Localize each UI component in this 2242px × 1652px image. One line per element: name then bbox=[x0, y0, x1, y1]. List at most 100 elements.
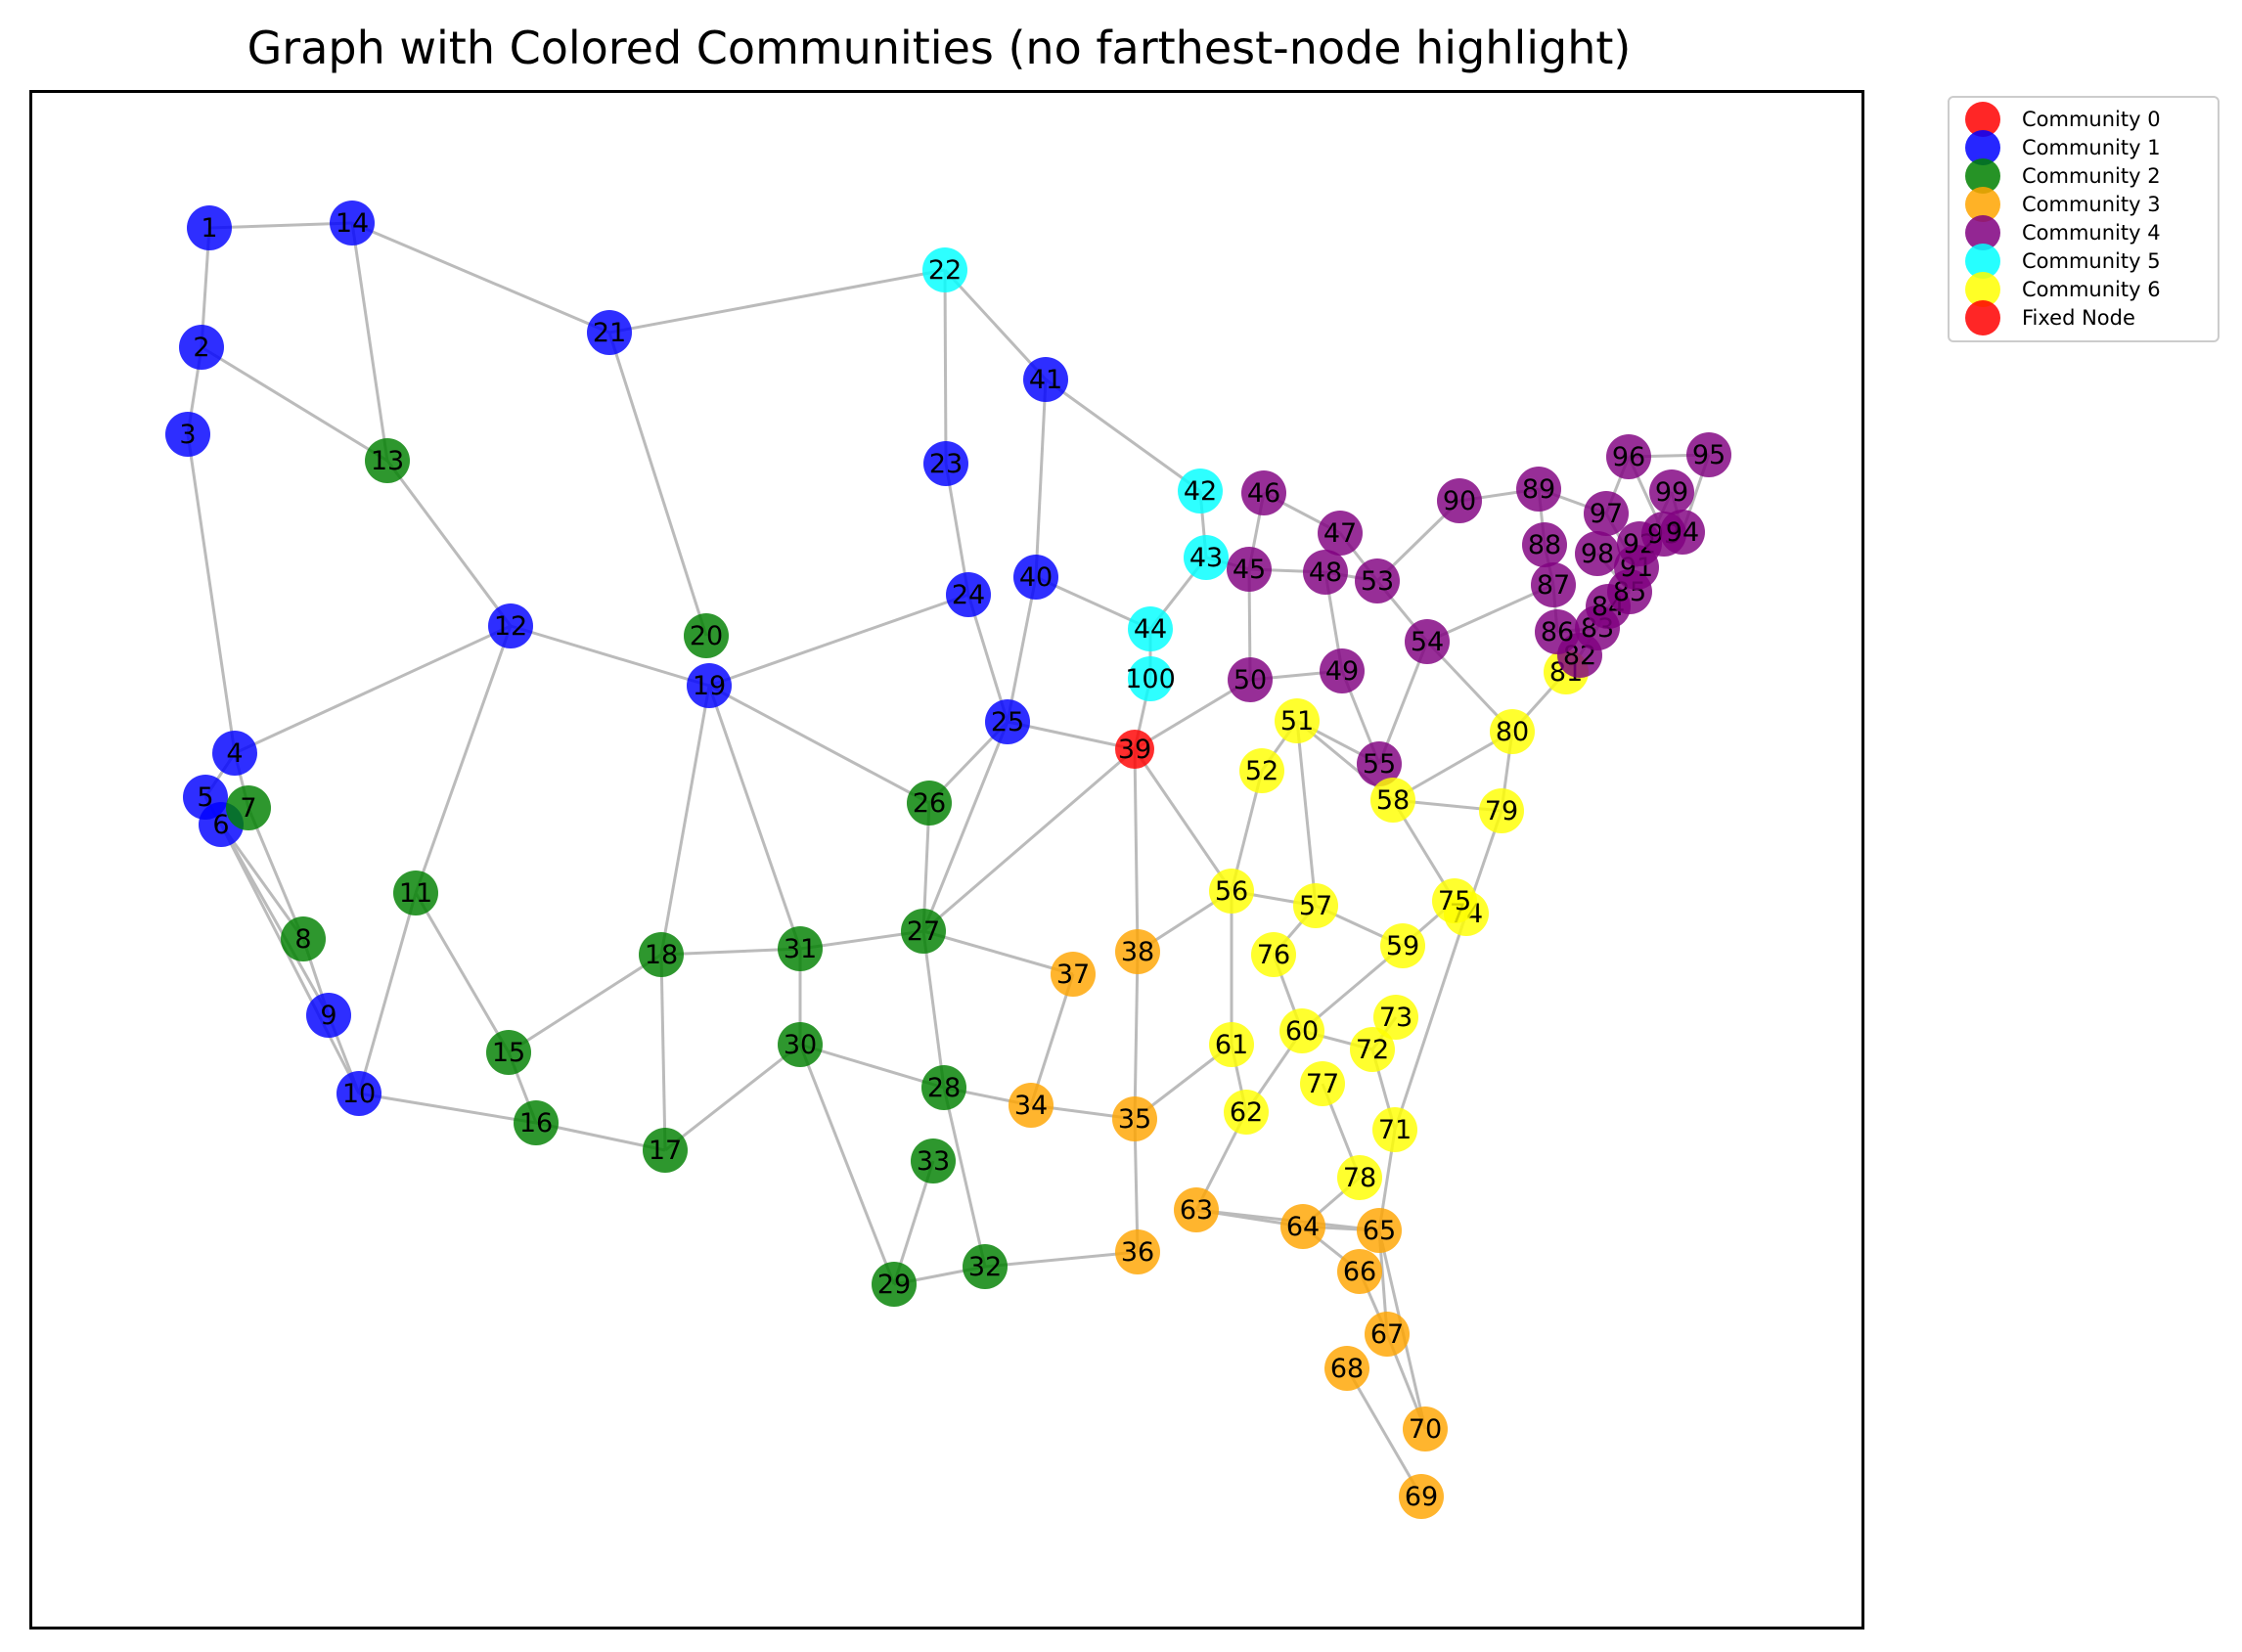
node-20-circle bbox=[684, 613, 729, 658]
node-32-circle bbox=[963, 1244, 1008, 1289]
node-44-label: 44 bbox=[1134, 614, 1167, 645]
edge-21-22 bbox=[608, 268, 946, 335]
node-29-circle bbox=[872, 1262, 917, 1307]
edge-19-31 bbox=[707, 685, 802, 950]
node-8-label: 8 bbox=[294, 924, 311, 955]
node-18: 18 bbox=[639, 932, 684, 977]
node-36: 36 bbox=[1115, 1229, 1160, 1274]
node-13: 13 bbox=[365, 438, 410, 483]
legend-item: Community 1 bbox=[1965, 130, 2161, 165]
node-47-circle bbox=[1318, 511, 1363, 556]
node-73: 73 bbox=[1373, 995, 1418, 1040]
node-54: 54 bbox=[1405, 619, 1450, 664]
node-59-label: 59 bbox=[1386, 931, 1419, 961]
node-55-circle bbox=[1357, 741, 1402, 786]
node-53: 53 bbox=[1355, 558, 1400, 603]
node-1: 1 bbox=[187, 205, 232, 250]
node-65: 65 bbox=[1357, 1208, 1402, 1253]
node-17-label: 17 bbox=[649, 1136, 682, 1166]
node-29: 29 bbox=[872, 1262, 917, 1307]
node-18-label: 18 bbox=[645, 940, 678, 970]
edge-38-39 bbox=[1133, 748, 1140, 953]
node-73-circle bbox=[1373, 995, 1418, 1040]
edge-22-41 bbox=[943, 268, 1048, 381]
node-64: 64 bbox=[1280, 1204, 1325, 1249]
node-8: 8 bbox=[281, 916, 326, 961]
node-61: 61 bbox=[1209, 1022, 1254, 1067]
legend-item: Community 6 bbox=[1965, 272, 2161, 307]
node-44: 44 bbox=[1128, 606, 1173, 651]
node-9-circle bbox=[306, 993, 351, 1038]
node-36-circle bbox=[1115, 1229, 1160, 1274]
node-72-circle bbox=[1350, 1027, 1395, 1072]
node-57: 57 bbox=[1293, 883, 1338, 928]
node-67-circle bbox=[1365, 1312, 1410, 1357]
node-10-label: 10 bbox=[342, 1079, 376, 1109]
node-57-label: 57 bbox=[1299, 891, 1332, 921]
node-47-label: 47 bbox=[1323, 518, 1357, 549]
node-96: 96 bbox=[1606, 434, 1651, 479]
node-44-circle bbox=[1128, 606, 1173, 651]
node-11-label: 11 bbox=[399, 878, 432, 909]
node-78: 78 bbox=[1337, 1155, 1382, 1200]
node-64-label: 64 bbox=[1286, 1212, 1320, 1242]
node-52-label: 52 bbox=[1245, 756, 1278, 786]
node-62-circle bbox=[1224, 1090, 1269, 1135]
node-59-circle bbox=[1380, 923, 1425, 968]
node-68-label: 68 bbox=[1330, 1354, 1364, 1384]
node-63: 63 bbox=[1174, 1187, 1219, 1232]
node-99-circle bbox=[1649, 469, 1694, 514]
edge-40-25 bbox=[1006, 576, 1038, 723]
node-67: 67 bbox=[1365, 1312, 1410, 1357]
node-75-label: 75 bbox=[1438, 886, 1471, 916]
node-70-circle bbox=[1403, 1406, 1448, 1451]
node-33-circle bbox=[911, 1139, 956, 1183]
node-88-label: 88 bbox=[1528, 530, 1561, 560]
node-4: 4 bbox=[212, 731, 257, 776]
node-16-label: 16 bbox=[519, 1108, 553, 1139]
node-71: 71 bbox=[1372, 1107, 1417, 1152]
node-67-label: 67 bbox=[1370, 1319, 1404, 1350]
node-42: 42 bbox=[1178, 469, 1223, 513]
node-97: 97 bbox=[1584, 491, 1629, 536]
edge-2-13 bbox=[201, 345, 388, 463]
node-23-circle bbox=[923, 441, 968, 486]
node-34-circle bbox=[1009, 1083, 1054, 1128]
legend-label: Community 3 bbox=[2022, 193, 2161, 216]
node-33: 33 bbox=[911, 1139, 956, 1183]
node-70-label: 70 bbox=[1409, 1414, 1442, 1445]
edge-18-17 bbox=[659, 954, 667, 1151]
node-4-circle bbox=[212, 731, 257, 776]
edge-18-19 bbox=[659, 685, 711, 956]
edge-39-56 bbox=[1133, 748, 1233, 892]
edge-12-11 bbox=[414, 625, 513, 894]
node-61-circle bbox=[1209, 1022, 1254, 1067]
node-76-label: 76 bbox=[1257, 940, 1290, 970]
node-89-label: 89 bbox=[1522, 474, 1555, 505]
node-14: 14 bbox=[330, 201, 375, 246]
node-30-label: 30 bbox=[784, 1030, 817, 1060]
node-45: 45 bbox=[1227, 547, 1272, 592]
node-27: 27 bbox=[901, 909, 946, 954]
node-26-label: 26 bbox=[913, 788, 946, 819]
edge-11-15 bbox=[414, 892, 511, 1053]
node-15-label: 15 bbox=[492, 1038, 525, 1068]
edge-19-24 bbox=[708, 593, 969, 688]
node-56-label: 56 bbox=[1215, 876, 1248, 907]
node-71-circle bbox=[1372, 1107, 1417, 1152]
edge-25-27 bbox=[921, 721, 1009, 932]
edge-34-37 bbox=[1029, 973, 1075, 1106]
node-11-circle bbox=[393, 871, 438, 915]
node-72-label: 72 bbox=[1356, 1035, 1389, 1065]
node-9-label: 9 bbox=[320, 1001, 336, 1031]
node-22: 22 bbox=[922, 247, 967, 292]
node-33-label: 33 bbox=[917, 1146, 950, 1177]
node-60-label: 60 bbox=[1285, 1016, 1319, 1047]
legend-label: Fixed Node bbox=[2022, 306, 2135, 330]
node-21-circle bbox=[587, 310, 632, 355]
edge-28-32 bbox=[942, 1087, 987, 1268]
node-20-label: 20 bbox=[690, 621, 723, 651]
legend-swatch bbox=[1965, 300, 2000, 335]
node-37-label: 37 bbox=[1056, 960, 1090, 990]
